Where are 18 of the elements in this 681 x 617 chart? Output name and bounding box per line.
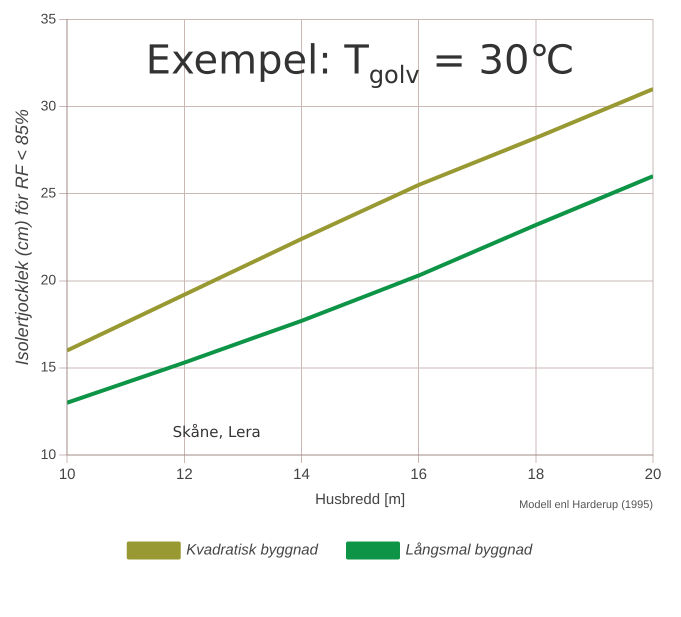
y-tick-label: 35: [40, 10, 56, 26]
text: Modell enl Harderup (1995): [519, 499, 653, 512]
y-axis-title: Isolertjocklek (cm) för RF < 85%: [12, 109, 32, 366]
y-tick-label: 25: [40, 184, 56, 200]
x-tick-label: 14: [293, 466, 310, 484]
x-tick-label: 10: [58, 466, 76, 484]
x-axis-title: Husbredd [m]: [315, 491, 406, 508]
x-tick-label: 20: [644, 466, 662, 484]
y-tick-label: 20: [40, 272, 56, 288]
legend-label: Kvadratisk byggnad: [186, 542, 319, 559]
legend-label: Långsmal byggnad: [405, 542, 533, 559]
y-tick-label: 15: [40, 358, 56, 375]
annotation: Skåne, Lera: [172, 423, 261, 442]
x-tick-label: 16: [410, 466, 428, 484]
y-tick-label: 30: [40, 97, 56, 114]
x-tick-label: 18: [527, 466, 544, 484]
y-tick-label: 10: [40, 446, 56, 462]
x-tick-label: 12: [176, 466, 193, 484]
